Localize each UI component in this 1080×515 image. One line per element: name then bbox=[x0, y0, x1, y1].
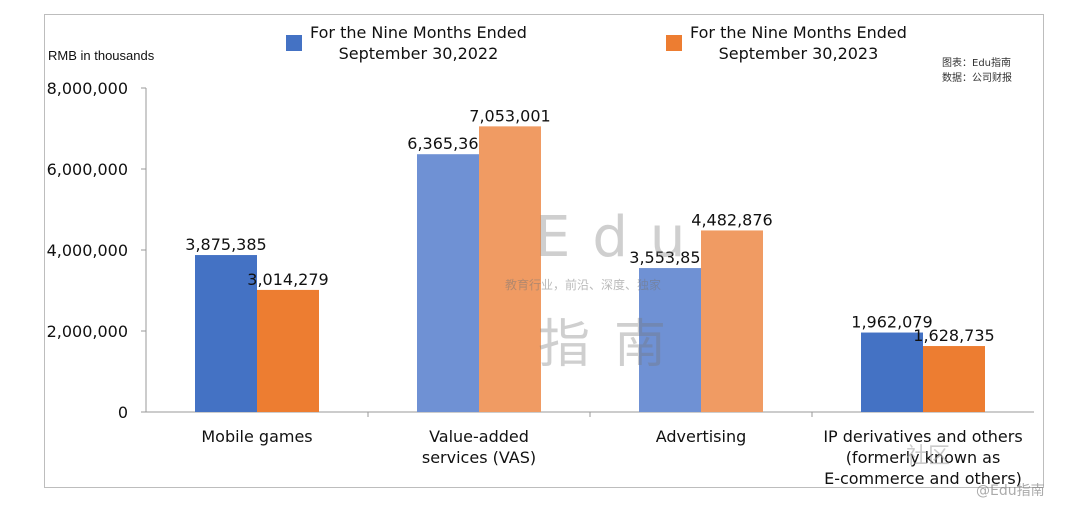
x-category-label: Mobile games bbox=[201, 427, 312, 446]
watermark-brand: Edu bbox=[535, 205, 708, 270]
chart-frame bbox=[44, 14, 1044, 488]
bar-2023 bbox=[479, 126, 541, 413]
y-tick-label: 4,000,000 bbox=[47, 241, 128, 260]
bar-2023 bbox=[701, 230, 763, 412]
data-label: 3,553,856 bbox=[629, 248, 710, 267]
data-label: 3,014,279 bbox=[247, 270, 328, 289]
y-tick-label: 2,000,000 bbox=[47, 322, 128, 341]
legend-label-2022: For the Nine Months Ended September 30,2… bbox=[310, 23, 527, 63]
legend-label-2023: For the Nine Months Ended September 30,2… bbox=[690, 23, 907, 63]
watermark-tagline: 教育行业，前沿、深度、独家 bbox=[505, 278, 662, 292]
bar-2023 bbox=[257, 289, 319, 412]
data-label: 3,875,385 bbox=[185, 235, 266, 254]
data-label: 6,365,361 bbox=[407, 134, 488, 153]
bar-2023 bbox=[923, 346, 985, 412]
x-category-label: IP derivatives and others (formerly known… bbox=[823, 427, 1022, 488]
legend-item-2022: For the Nine Months Ended September 30,2… bbox=[286, 22, 527, 64]
y-tick-label: 8,000,000 bbox=[47, 79, 128, 98]
unit-label: RMB in thousands bbox=[48, 48, 155, 63]
legend-item-2023: For the Nine Months Ended September 30,2… bbox=[666, 22, 907, 64]
data-source-credit: 数据：公司财报 bbox=[942, 73, 1012, 84]
watermark-cn: 指南 bbox=[538, 315, 691, 375]
legend-swatch-2022 bbox=[286, 35, 302, 51]
data-label: 4,482,876 bbox=[691, 210, 772, 229]
legend-swatch-2023 bbox=[666, 35, 682, 51]
bar-2022 bbox=[417, 154, 479, 412]
watermark-community: 社区 bbox=[906, 444, 951, 469]
bar-2022 bbox=[639, 268, 701, 412]
chart-credit: 图表：Edu指南 bbox=[942, 58, 1012, 69]
watermark-handle: @Edu指南 bbox=[976, 483, 1045, 499]
data-label: 7,053,001 bbox=[469, 106, 550, 125]
bar-2022 bbox=[861, 332, 923, 412]
data-label: 1,628,735 bbox=[913, 326, 994, 345]
x-category-label: Advertising bbox=[656, 427, 747, 446]
data-label: 1,962,079 bbox=[851, 313, 932, 332]
y-tick-label: 6,000,000 bbox=[47, 160, 128, 179]
bar-2022 bbox=[195, 255, 257, 412]
x-category-label: Value-added services (VAS) bbox=[422, 427, 536, 467]
y-tick-label: 0 bbox=[118, 403, 128, 422]
